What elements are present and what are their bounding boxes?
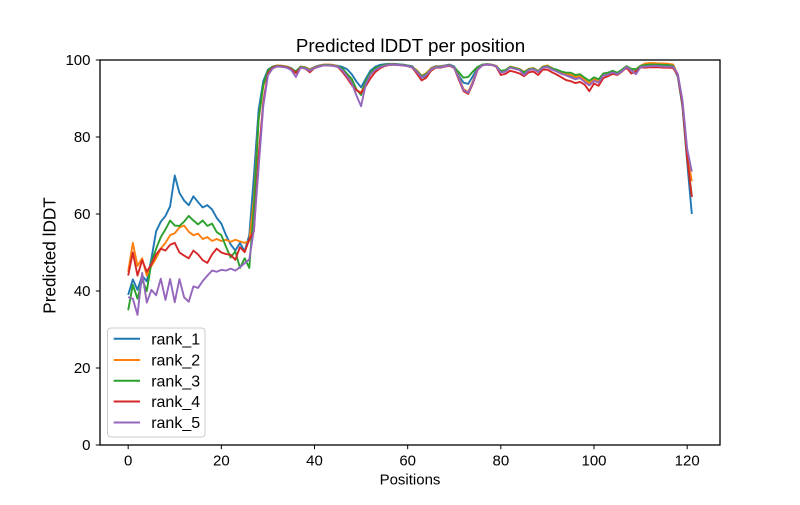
svg-text:100: 100	[65, 52, 90, 69]
svg-text:60: 60	[74, 206, 91, 223]
svg-text:20: 20	[213, 453, 230, 470]
svg-text:40: 40	[306, 453, 323, 470]
svg-text:40: 40	[74, 283, 91, 300]
svg-text:20: 20	[74, 360, 91, 377]
svg-text:80: 80	[492, 453, 509, 470]
svg-text:Predicted lDDT: Predicted lDDT	[40, 197, 60, 314]
svg-text:rank_5: rank_5	[151, 415, 200, 432]
svg-text:100: 100	[581, 453, 606, 470]
svg-text:60: 60	[399, 453, 416, 470]
svg-text:Predicted lDDT per position: Predicted lDDT per position	[296, 35, 525, 56]
svg-text:rank_4: rank_4	[151, 394, 200, 411]
svg-text:80: 80	[74, 129, 91, 146]
svg-text:0: 0	[124, 453, 132, 470]
svg-text:0: 0	[82, 437, 90, 454]
svg-text:rank_1: rank_1	[151, 331, 200, 348]
svg-text:rank_2: rank_2	[151, 353, 200, 370]
svg-text:120: 120	[675, 453, 700, 470]
svg-text:Positions: Positions	[380, 472, 441, 489]
svg-text:rank_3: rank_3	[151, 373, 200, 390]
